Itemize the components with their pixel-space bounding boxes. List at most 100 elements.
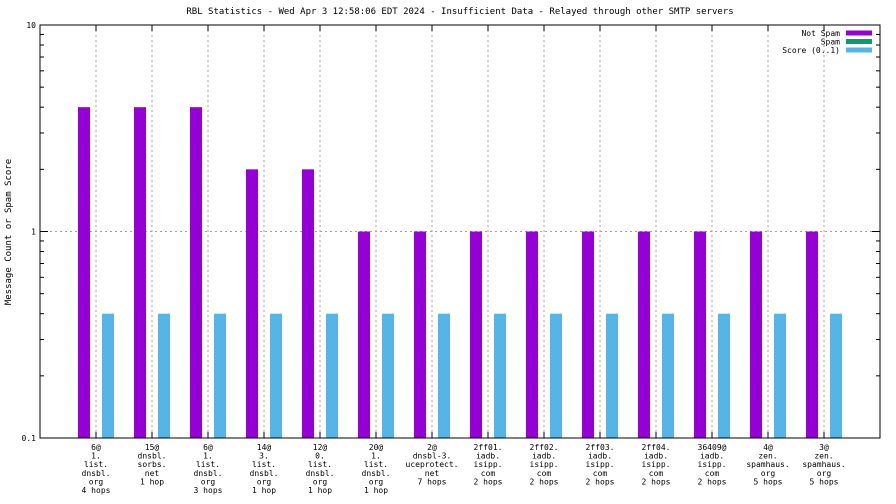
x-category-label: 4@ zen. spamhaus. org 5 hops bbox=[746, 443, 789, 486]
x-category-label-line: 14@ bbox=[257, 443, 272, 452]
bar-score-0-1 bbox=[382, 313, 394, 438]
x-category-label-line: 2ff03. bbox=[586, 443, 615, 452]
x-category-label-line: isipp. bbox=[586, 460, 615, 469]
x-category-label-line: org bbox=[89, 477, 104, 486]
x-category-label-line: 1. bbox=[91, 452, 101, 461]
x-category-label-line: 4@ bbox=[763, 443, 773, 452]
bar-not-spam bbox=[582, 231, 594, 438]
legend-label: Not Spam bbox=[801, 29, 840, 38]
x-category-label-line: list. bbox=[84, 460, 108, 469]
x-category-label-line: 1. bbox=[371, 452, 381, 461]
x-category-label-line: list. bbox=[364, 460, 388, 469]
x-category-label-line: 3@ bbox=[819, 443, 829, 452]
bar-not-spam bbox=[134, 107, 146, 438]
y-tick-label: 10 bbox=[26, 21, 36, 30]
axis-ticks: 0.1 1 10 bbox=[22, 21, 880, 443]
x-category-label-line: dnsbl. bbox=[250, 469, 279, 478]
x-category-label-line: 2ff04. bbox=[642, 443, 671, 452]
bar-score-0-1 bbox=[438, 313, 450, 438]
x-category-label-line: dnsbl. bbox=[306, 469, 335, 478]
x-category-label-line: isipp. bbox=[530, 460, 559, 469]
bar-not-spam bbox=[246, 169, 258, 438]
bar-score-0-1 bbox=[326, 313, 338, 438]
x-category-label-line: 7 hops bbox=[418, 477, 447, 486]
x-category-label: 2ff02. iadb. isipp. com 2 hops bbox=[530, 443, 559, 486]
bar-score-0-1 bbox=[606, 313, 618, 438]
x-category-label: 20@ 1. list. dnsbl. org 1 hop bbox=[362, 443, 391, 495]
bar-score-0-1 bbox=[718, 313, 730, 438]
x-category-label: 2ff03. iadb. isipp. com 2 hops bbox=[586, 443, 615, 486]
legend-swatch bbox=[846, 30, 872, 36]
x-category-label-line: 2ff01. bbox=[474, 443, 503, 452]
bar-score-0-1 bbox=[102, 313, 114, 438]
x-category-label-line: 2 hops bbox=[474, 477, 503, 486]
x-category-label-line: 1 hop bbox=[364, 486, 388, 495]
x-category-label-line: uceprotect. bbox=[406, 460, 459, 469]
x-category-label-line: com bbox=[593, 469, 608, 478]
bar-score-0-1 bbox=[158, 313, 170, 438]
x-category-label-line: 1 hop bbox=[252, 486, 276, 495]
x-category-label-line: iadb. bbox=[476, 452, 500, 461]
bar-not-spam bbox=[470, 231, 482, 438]
bar-not-spam bbox=[694, 231, 706, 438]
x-category-label-line: 15@ bbox=[145, 443, 160, 452]
x-category-label-line: com bbox=[481, 469, 496, 478]
bar-score-0-1 bbox=[662, 313, 674, 438]
x-category-label: 6@ 1. list. dnsbl. org 3 hops bbox=[194, 443, 223, 495]
x-category-label-line: 6@ bbox=[91, 443, 101, 452]
x-category-label-line: iadb. bbox=[588, 452, 612, 461]
x-category-label-line: org bbox=[313, 477, 328, 486]
bar-not-spam bbox=[358, 231, 370, 438]
legend-label: Spam bbox=[821, 38, 840, 47]
x-category-label-line: dnsbl-3. bbox=[413, 452, 452, 461]
x-category-label: 12@ 0. list. dnsbl. org 1 hop bbox=[306, 443, 335, 495]
x-category-label-line: org bbox=[257, 477, 272, 486]
x-category-label-line: isipp. bbox=[642, 460, 671, 469]
x-category-label-line: zen. bbox=[758, 452, 777, 461]
x-category-label-line: 5 hops bbox=[754, 477, 783, 486]
bar-not-spam bbox=[190, 107, 202, 438]
legend-label: Score (0..1) bbox=[782, 46, 840, 55]
x-category-label-line: 20@ bbox=[369, 443, 384, 452]
x-category-label-line: iadb. bbox=[644, 452, 668, 461]
x-category-label-line: 1 hop bbox=[140, 477, 164, 486]
x-category-label-line: spamhaus. bbox=[802, 460, 845, 469]
x-category-label-line: net bbox=[425, 469, 440, 478]
bar-score-0-1 bbox=[774, 313, 786, 438]
bar-score-0-1 bbox=[214, 313, 226, 438]
x-category-label-line: net bbox=[145, 469, 160, 478]
x-category-label-line: 12@ bbox=[313, 443, 328, 452]
x-category-label-line: spamhaus. bbox=[746, 460, 789, 469]
x-category-label-line: 6@ bbox=[203, 443, 213, 452]
x-category-label-line: sorbs. bbox=[138, 460, 167, 469]
x-category-label-line: list. bbox=[196, 460, 220, 469]
x-category-label: 2@ dnsbl-3. uceprotect. net 7 hops bbox=[406, 443, 459, 486]
x-category-label-line: 4 hops bbox=[82, 486, 111, 495]
x-category-label-line: com bbox=[705, 469, 720, 478]
x-category-label-line: 3. bbox=[259, 452, 269, 461]
x-category-label-line: dnsbl. bbox=[138, 452, 167, 461]
y-tick-label: 1 bbox=[31, 228, 36, 237]
bar-score-0-1 bbox=[550, 313, 562, 438]
x-category-label-line: isipp. bbox=[474, 460, 503, 469]
x-category-label: 15@ dnsbl. sorbs. net 1 hop bbox=[138, 443, 167, 486]
y-tick-label: 0.1 bbox=[22, 434, 37, 443]
x-category-label-line: 2 hops bbox=[698, 477, 727, 486]
x-category-label-line: 2 hops bbox=[642, 477, 671, 486]
x-category-label-line: dnsbl. bbox=[82, 469, 111, 478]
y-axis-title: Message Count or Spam Score bbox=[4, 159, 14, 305]
bar-not-spam bbox=[750, 231, 762, 438]
legend-swatch bbox=[846, 47, 872, 53]
bar-not-spam bbox=[78, 107, 90, 438]
x-category-label: 3@ zen. spamhaus. org 5 hops bbox=[802, 443, 845, 486]
x-category-label-line: com bbox=[649, 469, 664, 478]
x-category-label: 2ff04. iadb. isipp. com 2 hops bbox=[642, 443, 671, 486]
x-category-label-line: zen. bbox=[814, 452, 833, 461]
x-category-label-line: org bbox=[817, 469, 832, 478]
x-category-label-line: 5 hops bbox=[810, 477, 839, 486]
bar-not-spam bbox=[414, 231, 426, 438]
bar-score-0-1 bbox=[270, 313, 282, 438]
bar-not-spam bbox=[302, 169, 314, 438]
x-category-label: 36409@ iadb. isipp. com 2 hops bbox=[698, 443, 727, 486]
